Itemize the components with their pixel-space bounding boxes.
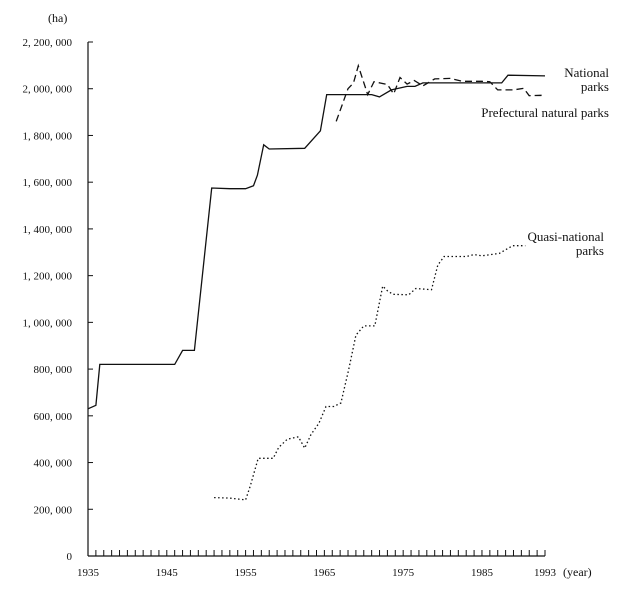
x-tick-label: 1965 xyxy=(313,567,336,579)
y-unit-label: (ha) xyxy=(48,11,67,25)
national-parks-label: parks xyxy=(581,79,609,94)
y-tick-label: 2, 000, 000 xyxy=(23,84,73,96)
x-tick-label: 1985 xyxy=(471,567,494,579)
y-tick-label: 1, 400, 000 xyxy=(23,224,73,236)
y-tick-label: 1, 200, 000 xyxy=(23,271,73,283)
y-tick-label: 0 xyxy=(67,551,73,563)
x-tick-label: 1935 xyxy=(77,567,100,579)
x-ticks: 1935 1945 1955 1965 1975 1985 1993 xyxy=(77,550,557,579)
x-tick-label: 1993 xyxy=(534,567,557,579)
y-tick-label: 800, 000 xyxy=(34,364,73,376)
y-tick-label: 200, 000 xyxy=(34,504,73,516)
national-parks-line xyxy=(87,74,546,410)
prefectural-natural-parks-label: Prefectural natural parks xyxy=(481,105,609,120)
prefectural-natural-parks-line xyxy=(335,63,546,122)
quasi-national-parks-label: Quasi-national xyxy=(527,229,604,244)
y-tick-label: 600, 000 xyxy=(34,411,73,423)
y-ticks: 0 200, 000 400, 000 600, 000 800, 000 1, 000,… xyxy=(23,37,93,563)
y-tick-label: 1, 800, 000 xyxy=(23,130,73,142)
x-tick-label: 1975 xyxy=(392,567,415,579)
quasi-national-parks-line xyxy=(214,245,526,501)
y-tick-label: 400, 000 xyxy=(34,458,73,470)
national-parks-label: National xyxy=(564,65,609,80)
series-lines xyxy=(87,63,546,501)
x-tick-label: 1945 xyxy=(156,567,179,579)
y-tick-label: 1, 600, 000 xyxy=(23,177,73,189)
x-tick-label: 1955 xyxy=(235,567,258,579)
y-tick-label: 1, 000, 000 xyxy=(23,317,73,329)
quasi-national-parks-label: parks xyxy=(576,243,604,258)
x-unit-label: (year) xyxy=(563,565,592,579)
y-tick-label: 2, 200, 000 xyxy=(23,37,73,49)
axes xyxy=(87,42,545,557)
